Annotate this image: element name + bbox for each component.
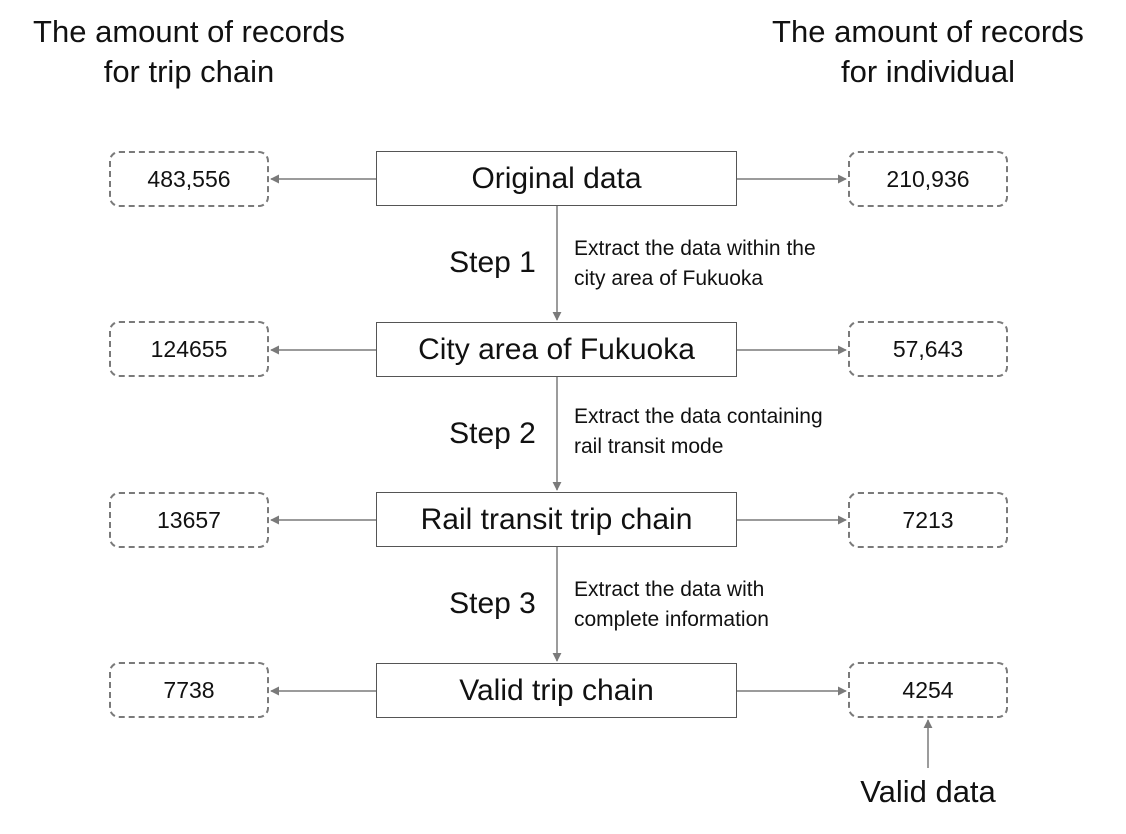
step-1-description: Extract the data within the city area of… (574, 237, 816, 290)
stage-box-rail-transit: Rail transit trip chain (376, 492, 737, 547)
step-1-label: Step 1 (449, 246, 536, 279)
step-2-label: Step 2 (449, 417, 536, 450)
header-trip-chain-records: The amount of records for trip chain (33, 14, 345, 89)
trip-chain-count-city-area: 124655 (109, 321, 269, 377)
valid-data-label: Valid data (860, 774, 996, 809)
stage-box-city-area: City area of Fukuoka (376, 322, 737, 377)
individual-count-rail-transit: 7213 (848, 492, 1008, 548)
step-3-label: Step 3 (449, 587, 536, 620)
individual-count-city-area: 57,643 (848, 321, 1008, 377)
step-3-description: Extract the data with complete informati… (574, 578, 769, 631)
step-2-description: Extract the data containing rail transit… (574, 405, 823, 458)
individual-count-valid: 4254 (848, 662, 1008, 718)
header-individual-records: The amount of records for individual (772, 14, 1084, 89)
trip-chain-count-valid: 7738 (109, 662, 269, 718)
trip-chain-count-rail-transit: 13657 (109, 492, 269, 548)
trip-chain-count-original: 483,556 (109, 151, 269, 207)
stage-box-valid-trip-chain: Valid trip chain (376, 663, 737, 718)
individual-count-original: 210,936 (848, 151, 1008, 207)
stage-box-original-data: Original data (376, 151, 737, 206)
